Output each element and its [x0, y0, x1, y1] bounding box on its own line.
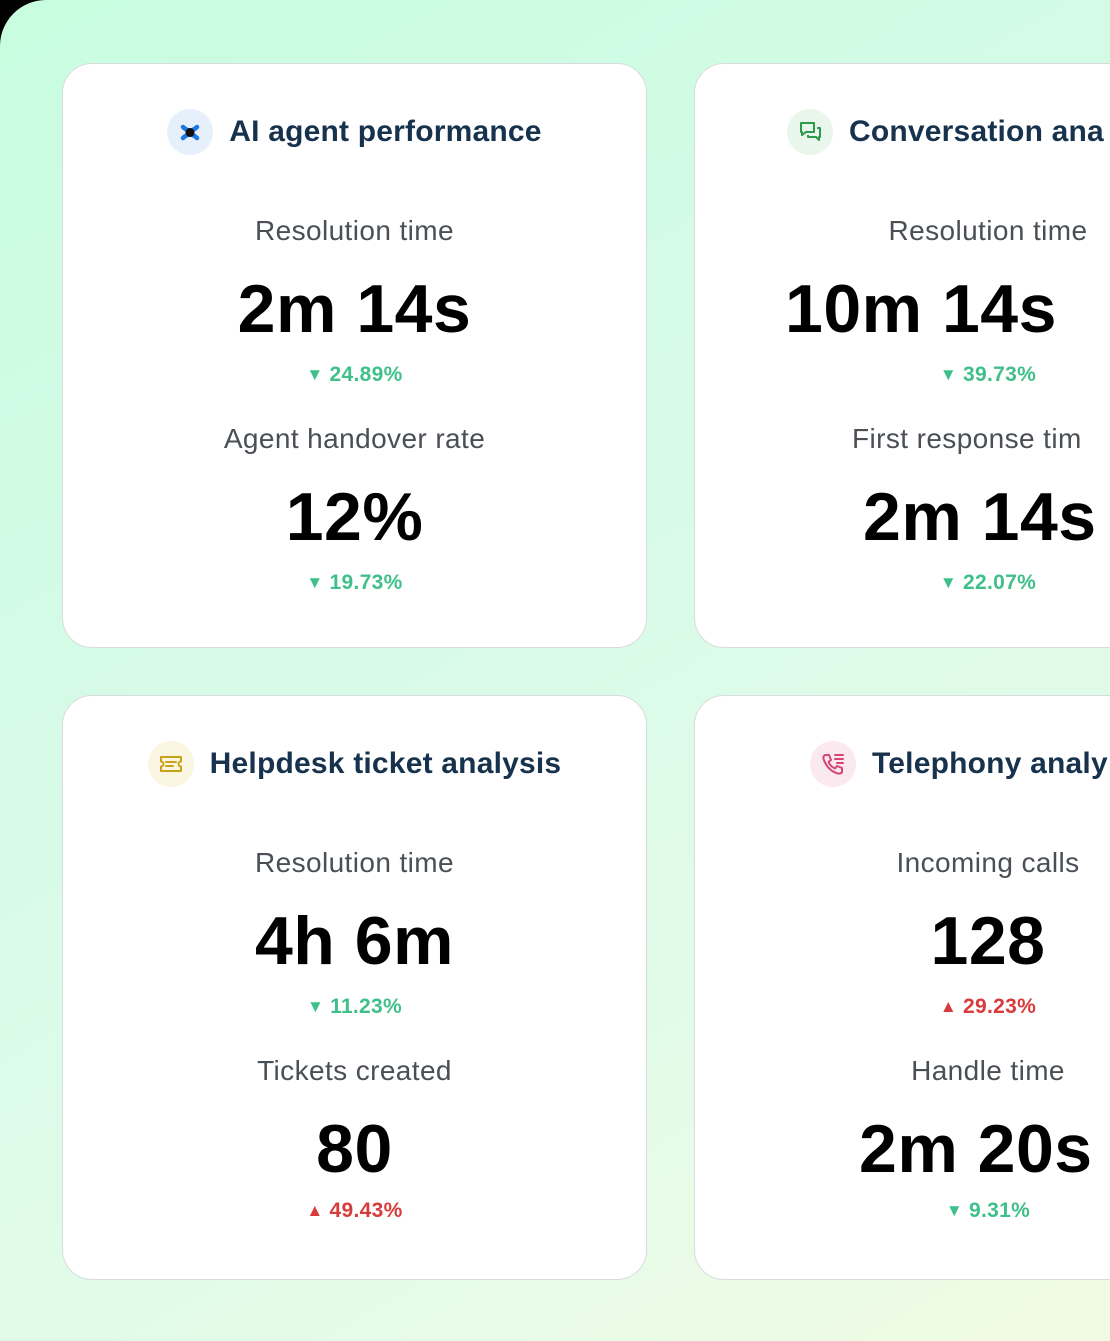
metric-resolution-time: Resolution time 4h 6m ▼ 11.23% [63, 846, 646, 1021]
chat-bubbles-icon [787, 109, 833, 155]
metric-label: Handle time [911, 1055, 1065, 1086]
card-helpdesk-ticket-analysis[interactable]: Helpdesk ticket analysis Resolution time… [62, 695, 647, 1280]
metric-change: ▼ 39.73% [939, 363, 1037, 386]
phone-list-icon [810, 741, 856, 787]
metric-label: Tickets created [257, 1055, 452, 1086]
metric-value: 2m 20s [859, 1111, 1093, 1187]
metric-value: 128 [930, 903, 1046, 979]
card-conversation-analysis[interactable]: Conversation ana Resolution time 10m 14s… [694, 63, 1110, 648]
metric-change: ▼ 11.23% [306, 995, 402, 1018]
metric-value: 4h 6m [254, 903, 455, 979]
metric-handle-time: Handle time 2m 20s ▼ 9.31% [695, 1054, 1110, 1225]
down-arrow-icon: ▼ [306, 365, 324, 384]
metric-first-response-time: First response tim 2m 14s ▼ 22.07% [695, 422, 1110, 597]
metric-change: ▼ 22.07% [939, 571, 1037, 594]
down-arrow-icon: ▼ [939, 573, 958, 592]
metric-value: 2m 14s [237, 271, 472, 347]
card-title: Helpdesk ticket analysis [209, 747, 562, 780]
metric-incoming-calls: Incoming calls 128 ▲ 29.23% [695, 846, 1110, 1021]
up-arrow-icon: ▲ [939, 997, 958, 1016]
card-header: Conversation ana [695, 108, 1110, 156]
metric-agent-handover-rate: Agent handover rate 12% ▼ 19.73% [63, 422, 646, 597]
metric-change: ▲ 49.43% [306, 1199, 403, 1222]
metric-tickets-created: Tickets created 80 ▲ 49.43% [63, 1054, 646, 1225]
ticket-icon [147, 741, 194, 787]
metric-change: ▼ 24.89% [306, 363, 403, 386]
metric-value: 80 [316, 1111, 393, 1187]
card-header: AI agent performance [63, 108, 646, 156]
down-arrow-icon: ▼ [306, 997, 325, 1016]
down-arrow-icon: ▼ [945, 1201, 964, 1220]
metric-label: Resolution time [255, 847, 454, 878]
metric-label: Resolution time [255, 215, 454, 246]
card-ai-agent-performance[interactable]: AI agent performance Resolution time 2m … [62, 63, 647, 648]
metric-resolution-time: Resolution time 10m 14s ▼ 39.73% [695, 214, 1110, 389]
metric-label: Resolution time [888, 215, 1088, 246]
card-title: AI agent performance [229, 115, 542, 148]
up-arrow-icon: ▲ [306, 1201, 324, 1220]
card-header: Telephony analy [695, 740, 1110, 788]
metric-label: Agent handover rate [223, 423, 486, 454]
ai-agent-icon [167, 109, 214, 155]
metric-value: 12% [285, 479, 424, 555]
metric-label: First response tim [852, 423, 1082, 454]
metric-change: ▼ 9.31% [945, 1199, 1031, 1222]
card-telephony-analysis[interactable]: Telephony analy Incoming calls 128 ▲ 29.2… [694, 695, 1110, 1280]
metric-label: Incoming calls [896, 847, 1080, 878]
metric-resolution-time: Resolution time 2m 14s ▼ 24.89% [63, 214, 646, 389]
metric-value: 2m 14s [863, 479, 1097, 555]
metric-change: ▲ 29.23% [939, 995, 1037, 1018]
down-arrow-icon: ▼ [306, 573, 324, 592]
down-arrow-icon: ▼ [939, 365, 958, 384]
card-title: Telephony analy [872, 747, 1108, 780]
card-title: Conversation ana [849, 115, 1104, 148]
metric-value: 10m 14s [785, 271, 1057, 347]
card-header: Helpdesk ticket analysis [63, 740, 646, 788]
metric-change: ▼ 19.73% [306, 571, 403, 594]
